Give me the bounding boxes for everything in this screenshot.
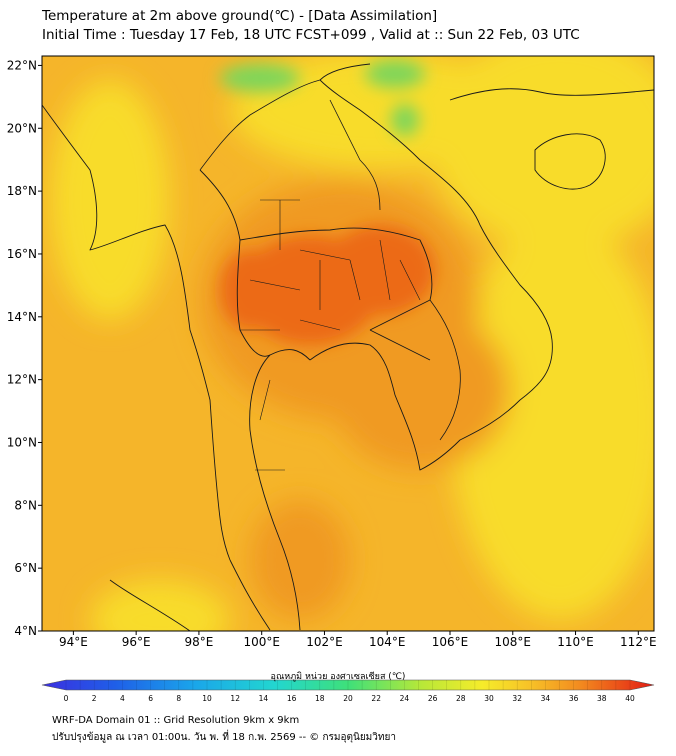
lon-tick-label: 98°E [184, 635, 213, 649]
colorbar-tick-label: 38 [597, 694, 607, 703]
myanmar-coastline [42, 104, 231, 561]
cool-zone-north-2 [365, 60, 425, 88]
lat-tick-label: 10°N [7, 435, 37, 449]
colorbar-tick-label: 28 [456, 694, 466, 703]
lat-tick-label: 6°N [14, 561, 37, 575]
colorbar-tick-label: 24 [400, 694, 410, 703]
colorbar-label: อุณหภูมิ หน่วย องศาเซลเซียส (℃) [270, 672, 406, 682]
peninsula-west-coast [229, 559, 271, 631]
colorbar [41, 679, 655, 691]
temperature-field [42, 56, 654, 631]
colorbar-tick-label: 16 [287, 694, 297, 703]
lat-tick-label: 20°N [7, 121, 37, 135]
latitude-ticks: 4°N 6°N 8°N 10°N 12°N 14°N 16°N 18°N 20°N 22°N [7, 58, 42, 638]
lon-tick-label: 96°E [122, 635, 151, 649]
warm-zone-cambodia [330, 310, 510, 470]
cambodia-vietnam-border [429, 299, 461, 441]
hot-zone-northeast-thailand [325, 225, 435, 315]
lat-tick-label: 12°N [7, 373, 37, 387]
lat-tick-label: 16°N [7, 247, 37, 261]
yellow-zone-southwest [90, 580, 230, 631]
lat-tick-label: 8°N [14, 498, 37, 512]
colorbar-tick-label: 30 [484, 694, 494, 703]
colorbar-tick-label: 32 [512, 694, 522, 703]
colorbar-tick-label: 12 [230, 694, 240, 703]
thailand-myanmar-border [199, 169, 271, 357]
hainan-island [534, 133, 606, 190]
map-frame [41, 55, 655, 632]
map-title: Temperature at 2m above ground(℃) - [Dat… [42, 8, 438, 24]
footer-update-info: ปรับปรุงข้อมูล ณ เวลา 01:00น. วัน พ. ที่… [52, 732, 396, 743]
lon-tick-label: 110°E [557, 635, 594, 649]
footer-model-info: WRF-DA Domain 01 :: Grid Resolution 9km … [52, 715, 300, 726]
cool-zone-north-1 [220, 64, 300, 92]
colorbar-tick-label: 10 [202, 694, 212, 703]
colorbar-tick-label: 26 [428, 694, 438, 703]
lon-tick-label: 104°E [369, 635, 406, 649]
colorbar-tick-label: 22 [371, 694, 381, 703]
thailand-laos-border [239, 227, 433, 331]
warm-zone-peninsula [250, 500, 350, 620]
province-boundaries [240, 199, 421, 471]
colorbar-tick-label: 4 [120, 694, 125, 703]
colorbar-tick-label: 6 [148, 694, 153, 703]
colorbar-tick-label: 34 [541, 694, 551, 703]
lat-tick-label: 14°N [7, 310, 37, 324]
colorbar-tick-label: 20 [343, 694, 353, 703]
colorbar-tick-label: 14 [259, 694, 269, 703]
cool-zone-north-3 [391, 104, 419, 136]
laos-north-border [329, 99, 381, 211]
lon-tick-label: 106°E [432, 635, 469, 649]
south-china-coast [449, 88, 654, 101]
colorbar-tick-label: 40 [625, 694, 635, 703]
colorbar-ticks: 0 2 4 6 8 10 12 14 16 18 20 22 24 26 28 30 32 34 36 38 40 [64, 680, 635, 703]
thailand-cambodia-border [369, 329, 431, 361]
lat-tick-label: 18°N [7, 184, 37, 198]
gulf-of-thailand-west-coast [249, 349, 311, 631]
colorbar-tick-label: 0 [64, 694, 69, 703]
sumatra-coast [109, 579, 191, 631]
indochina-coastline [309, 63, 553, 471]
colorbar-tick-label: 2 [92, 694, 97, 703]
colorbar-tick-label: 8 [176, 694, 181, 703]
yellow-zone-west [50, 80, 170, 320]
longitude-ticks: 94°E 96°E 98°E 100°E 102°E 104°E 106°E 108°E 110… [59, 631, 657, 649]
lat-tick-label: 22°N [7, 58, 37, 72]
lon-tick-label: 100°E [243, 635, 280, 649]
lon-tick-label: 112°E [620, 635, 657, 649]
coastlines-and-borders [42, 63, 654, 631]
yellow-zone-north [230, 56, 530, 170]
yellow-zone-south-china-sea [450, 220, 654, 620]
map-subtitle: Initial Time : Tuesday 17 Feb, 18 UTC FC… [42, 27, 580, 43]
lat-tick-label: 4°N [14, 624, 37, 638]
myanmar-north-border [199, 79, 321, 171]
colorbar-tick-label: 18 [315, 694, 325, 703]
lon-tick-label: 102°E [306, 635, 343, 649]
hot-zone-west-thailand [220, 250, 280, 330]
lon-tick-label: 108°E [495, 635, 532, 649]
colorbar-tick-label: 36 [569, 694, 579, 703]
lon-tick-label: 94°E [59, 635, 88, 649]
